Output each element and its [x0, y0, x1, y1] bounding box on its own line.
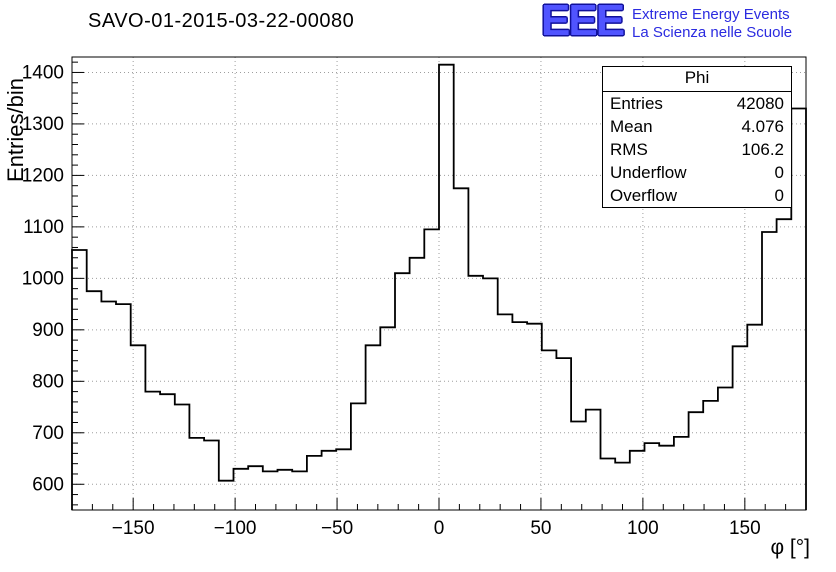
y-tick-label: 700 [32, 423, 64, 444]
x-tick-label: −100 [214, 518, 257, 539]
stat-value: 0 [774, 186, 784, 205]
y-tick-label: 1000 [22, 268, 64, 289]
histogram-line [71, 63, 807, 510]
eee-tagline-line2: La Scienza nelle Scuole [632, 24, 793, 41]
stats-row-underflow: Underflow 0 [603, 161, 791, 184]
eee-tagline-line1: Extreme Energy Events [632, 6, 790, 23]
stat-label: RMS [610, 140, 648, 159]
y-tick-label: 900 [32, 320, 64, 341]
stat-value: 106.2 [741, 140, 784, 159]
stats-row-mean: Mean 4.076 [603, 115, 791, 138]
y-tick-label: 1200 [22, 165, 64, 186]
x-tick-label: 50 [530, 518, 551, 539]
stat-value: 4.076 [741, 117, 784, 136]
x-tick-label: −150 [112, 518, 155, 539]
y-tick-label: 1300 [22, 114, 64, 135]
stat-value: 0 [774, 163, 784, 182]
x-tick-label: 150 [729, 518, 761, 539]
plot-title: SAVO-01-2015-03-22-00080 [88, 10, 355, 32]
stat-label: Entries [610, 94, 663, 113]
stats-row-overflow: Overflow 0 [603, 184, 791, 207]
y-tick-label: 600 [32, 474, 64, 495]
stats-row-entries: Entries 42080 [603, 92, 791, 115]
stat-label: Underflow [610, 163, 687, 182]
eee-logo-tagline: Extreme Energy Events La Scienza nelle S… [632, 6, 792, 42]
x-tick-label: −50 [321, 518, 353, 539]
stat-label: Mean [610, 117, 653, 136]
stats-row-rms: RMS 106.2 [603, 138, 791, 161]
x-axis-label: φ [°] [770, 536, 810, 559]
stats-box-title: Phi [603, 67, 791, 92]
stats-box: Phi Entries 42080 Mean 4.076 RMS 106.2 U… [602, 66, 792, 208]
y-tick-label: 1100 [23, 217, 64, 238]
x-tick-label: 100 [627, 518, 659, 539]
y-tick-label: 1400 [22, 62, 64, 83]
stat-label: Overflow [610, 186, 678, 205]
stat-value: 42080 [736, 94, 784, 113]
eee-logo: EEE Extreme Energy Events La Scienza nel… [541, 0, 792, 45]
y-tick-label: 800 [32, 371, 64, 392]
x-tick-label: 0 [434, 518, 445, 539]
eee-logo-acronym: EEE [541, 0, 625, 45]
